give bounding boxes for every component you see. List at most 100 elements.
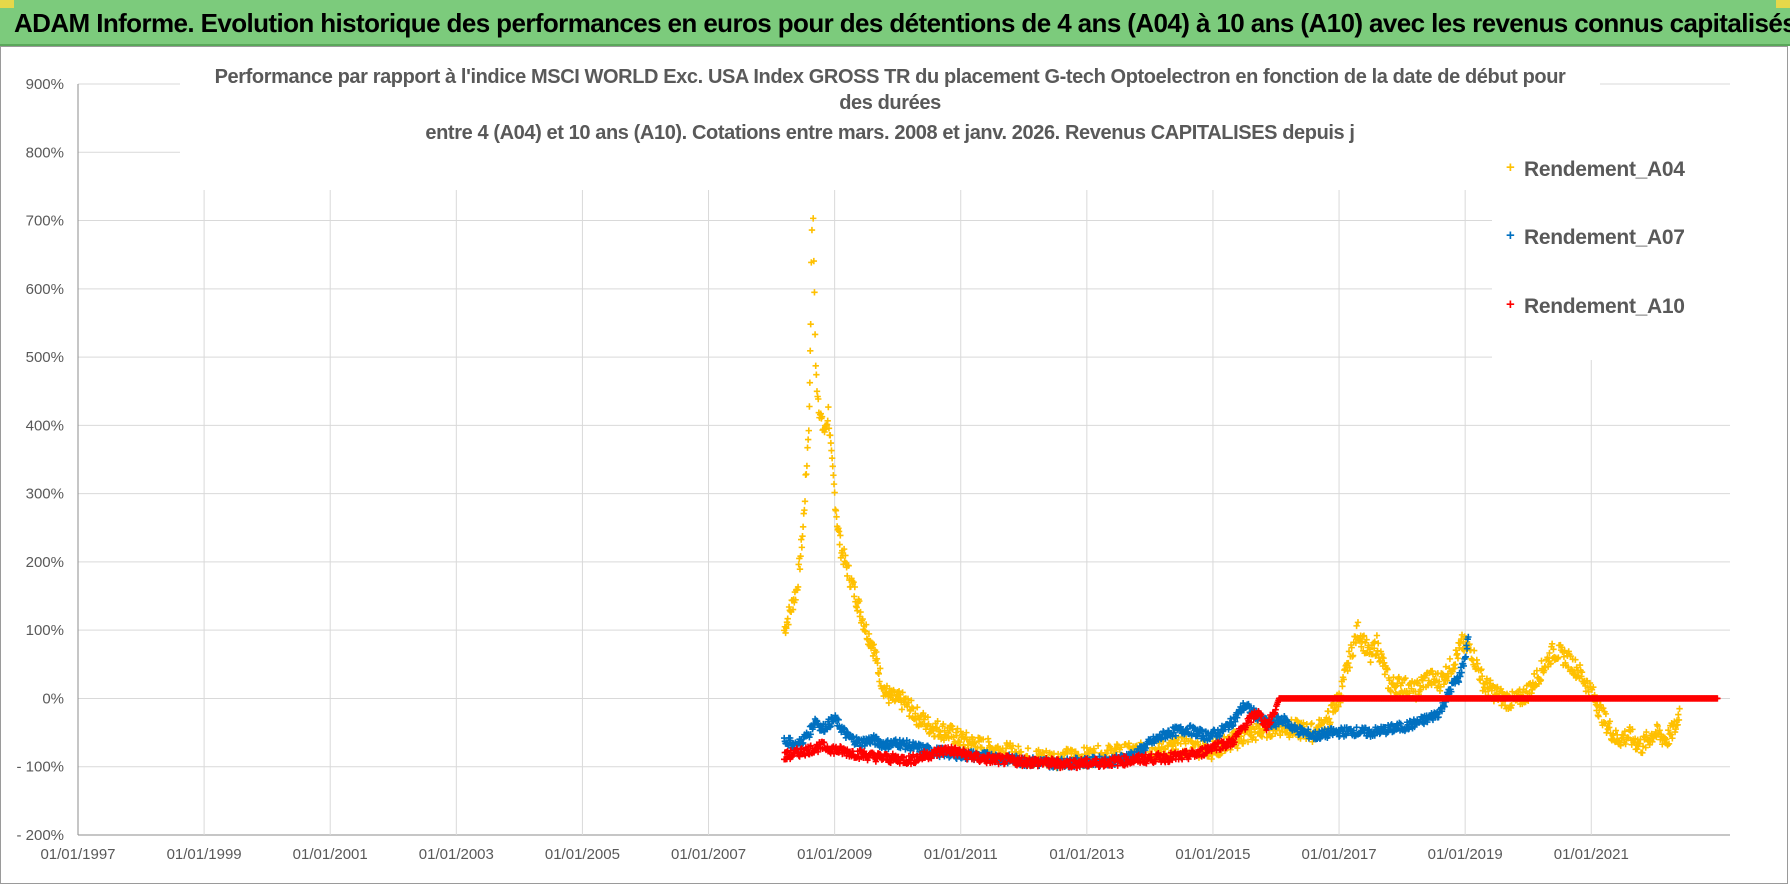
point-rendement-a04 (844, 572, 851, 580)
point-rendement-a07 (852, 740, 860, 747)
point-rendement-a04 (873, 648, 880, 656)
point-rendement-a04 (1550, 646, 1557, 653)
point-rendement-a04 (784, 615, 791, 622)
point-rendement-a04 (796, 565, 804, 573)
point-rendement-a04 (803, 462, 811, 470)
point-rendement-a04 (1572, 656, 1579, 663)
point-rendement-a10 (1169, 756, 1176, 764)
x-tick-label: 01/01/2005 (545, 846, 620, 863)
point-rendement-a04 (1402, 674, 1409, 682)
point-rendement-a04 (828, 447, 835, 454)
point-rendement-a04 (1555, 654, 1562, 661)
point-rendement-a04 (1676, 705, 1683, 712)
point-rendement-a04 (1578, 668, 1586, 676)
x-tick-label: 01/01/1997 (40, 846, 115, 863)
legend-label-a04: Rendement_A04 (1524, 158, 1685, 181)
point-rendement-a04 (801, 506, 808, 514)
point-rendement-a04 (1533, 667, 1541, 674)
point-rendement-a04 (979, 736, 987, 743)
point-rendement-a10 (1069, 763, 1077, 770)
point-rendement-a07 (827, 723, 834, 730)
point-rendement-a04 (1327, 719, 1334, 726)
point-rendement-a04 (850, 578, 857, 586)
point-rendement-a04 (1297, 735, 1304, 742)
point-rendement-a04 (833, 513, 840, 521)
x-axis-labels: 01/01/1997 01/01/1999 01/01/2001 01/01/2003… (40, 846, 1628, 863)
point-rendement-a10 (909, 751, 917, 758)
point-rendement-a04 (840, 545, 848, 553)
point-rendement-a04 (937, 728, 944, 736)
point-rendement-a04 (1437, 683, 1444, 691)
point-rendement-a04 (792, 596, 799, 604)
point-rendement-a04 (1476, 676, 1484, 684)
legend-background (1492, 134, 1732, 360)
point-rendement-a04 (832, 507, 840, 514)
x-tick-label: 01/01/2009 (797, 846, 872, 863)
point-rendement-a04 (1494, 683, 1501, 691)
point-rendement-a04 (1466, 640, 1473, 648)
point-rendement-a04 (859, 615, 866, 623)
chart-title-line-1: Performance par rapport à l'indice MSCI … (215, 66, 1566, 88)
y-tick-label: 900% (26, 76, 64, 93)
point-rendement-a10 (1108, 762, 1116, 769)
point-rendement-a04 (815, 395, 822, 403)
point-rendement-a04 (831, 489, 838, 496)
y-tick-label: 300% (26, 486, 64, 503)
chart-title-background (180, 64, 1600, 190)
point-rendement-a10 (1183, 747, 1190, 755)
point-rendement-a04 (830, 472, 837, 479)
point-rendement-a04 (1344, 667, 1351, 675)
point-rendement-a04 (1600, 718, 1608, 726)
point-rendement-a04 (1353, 622, 1360, 630)
point-rendement-a04 (1340, 676, 1347, 683)
point-rendement-a04 (1483, 675, 1491, 682)
point-rendement-a04 (1621, 728, 1629, 735)
point-rendement-a04 (1258, 733, 1266, 740)
point-rendement-a04 (799, 523, 807, 531)
x-tick-label: 01/01/2019 (1428, 846, 1503, 863)
point-rendement-a04 (963, 729, 970, 736)
point-rendement-a04 (795, 561, 802, 568)
point-rendement-a10 (1714, 695, 1721, 702)
point-rendement-a04 (797, 552, 804, 560)
point-rendement-a04 (1015, 743, 1022, 750)
point-rendement-a04 (924, 713, 932, 721)
point-rendement-a04 (824, 417, 831, 425)
point-rendement-a04 (1669, 735, 1676, 742)
x-tick-label: 01/01/2011 (924, 846, 998, 863)
point-rendement-a04 (1446, 655, 1454, 663)
point-rendement-a04 (1387, 688, 1395, 695)
point-rendement-a04 (1665, 740, 1673, 748)
point-rendement-a04 (1039, 749, 1046, 756)
legend-label-a10: Rendement_A10 (1524, 295, 1685, 318)
y-axis-labels: 900% 800% 700% 600% 500% 400% 300% 200% 100% 0% - … (16, 76, 64, 844)
point-rendement-a04 (1564, 663, 1572, 671)
point-rendement-a04 (1268, 733, 1276, 740)
point-rendement-a04 (799, 532, 806, 540)
x-tick-label: 01/01/2013 (1049, 846, 1124, 863)
point-rendement-a10 (1178, 756, 1186, 763)
point-rendement-a04 (812, 362, 819, 369)
point-rendement-a04 (1381, 671, 1389, 678)
point-rendement-a04 (1595, 713, 1602, 720)
point-rendement-a04 (1571, 668, 1578, 676)
point-rendement-a10 (1002, 758, 1009, 766)
point-rendement-a04 (1373, 651, 1380, 658)
report-title: ADAM Informe. Evolution historique des p… (14, 8, 1790, 38)
point-rendement-a10 (1197, 746, 1205, 753)
point-rendement-a04 (1442, 663, 1450, 670)
point-rendement-a04 (940, 720, 947, 728)
point-rendement-a04 (857, 608, 864, 616)
point-rendement-a04 (1602, 710, 1610, 718)
point-rendement-a04 (1620, 732, 1627, 739)
point-rendement-a04 (1240, 736, 1247, 744)
point-rendement-a07 (1463, 645, 1471, 652)
point-rendement-a04 (1675, 711, 1682, 718)
point-rendement-a04 (805, 427, 812, 434)
point-rendement-a04 (1114, 742, 1121, 749)
y-tick-label: 600% (26, 281, 64, 298)
point-rendement-a04 (813, 371, 820, 378)
point-rendement-a04 (856, 597, 863, 605)
point-rendement-a04 (1609, 730, 1617, 738)
legend-marker-a10: + (1506, 296, 1515, 313)
